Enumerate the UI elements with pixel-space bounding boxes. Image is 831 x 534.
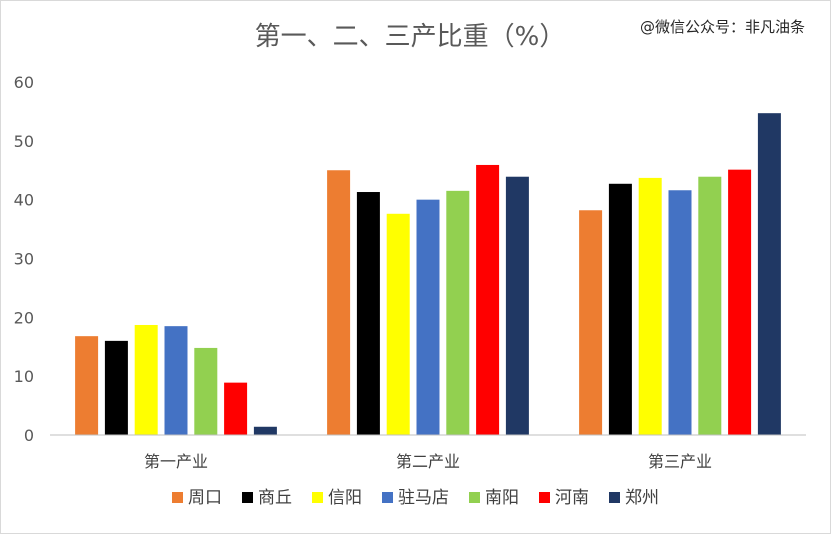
legend-label: 郑州 [625,488,659,508]
legend-item: 河南 [539,488,589,508]
bar [446,190,470,435]
bar [505,176,529,435]
legend-label: 周口 [188,488,222,508]
bar [224,382,248,435]
bar [698,176,722,435]
legend-item: 郑州 [609,488,659,508]
legend-swatch [172,492,183,503]
legend-item: 信阳 [312,488,362,508]
y-tick-label: 40 [14,191,34,210]
y-axis: 0 10 20 30 40 50 60 [14,73,34,445]
y-tick-label: 30 [14,250,34,269]
x-tick-label: 第一产业 [144,452,208,471]
y-tick-label: 60 [14,73,34,92]
bar [164,326,188,435]
bar [327,170,351,435]
legend-label: 商丘 [258,488,292,508]
chart-title: 第一、二、三产比重（%） [254,22,566,52]
bar [608,183,632,435]
x-tick-label: 第二产业 [396,452,460,471]
bars [75,113,781,436]
bar [476,164,500,435]
bar [728,169,752,435]
bar [75,336,99,435]
bar [638,177,662,436]
legend-label: 河南 [555,488,589,508]
x-axis: 第一产业 第二产业 第三产业 [144,452,712,471]
legend-item: 周口 [172,488,222,508]
watermark: @微信公众号：非凡油条 [640,18,806,36]
bar [668,190,692,435]
bar [757,113,781,435]
legend-label: 信阳 [328,488,362,508]
y-tick-label: 0 [24,426,34,445]
y-tick-label: 50 [14,132,34,151]
legend-item: 驻马店 [382,488,449,508]
legend: 周口 商丘 信阳 驻马店 南阳 河南 郑州 [172,488,659,508]
bar [386,213,410,435]
bar [134,324,158,435]
bar [416,199,440,435]
legend-item: 商丘 [242,488,292,508]
legend-swatch [469,492,480,503]
y-tick-label: 10 [14,367,34,386]
y-tick-label: 20 [14,308,34,327]
bar [253,426,277,435]
bar [579,210,603,435]
legend-swatch [539,492,550,503]
x-tick-label: 第三产业 [648,452,712,471]
legend-swatch [312,492,323,503]
bar [356,192,380,435]
legend-swatch [242,492,253,503]
legend-item: 南阳 [469,488,519,508]
legend-swatch [382,492,393,503]
bar [194,347,218,435]
legend-label: 南阳 [485,488,519,508]
bar [104,340,128,435]
legend-label: 驻马店 [398,488,449,508]
legend-swatch [609,492,620,503]
